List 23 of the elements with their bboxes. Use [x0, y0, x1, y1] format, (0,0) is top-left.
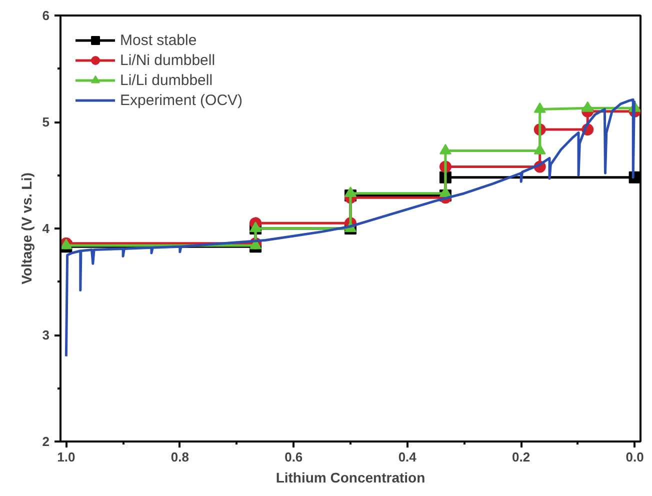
- legend-label: Li/Li dumbbell: [120, 72, 213, 88]
- y-tick-label: 5: [42, 114, 50, 130]
- x-axis-title: Lithium Concentration: [276, 470, 426, 486]
- y-axis-title: Voltage (V vs. Li): [18, 172, 34, 284]
- x-tick-label: 1.0: [57, 450, 76, 464]
- legend-label: Li/Ni dumbbell: [120, 52, 216, 68]
- legend-label: Most stable: [120, 32, 197, 48]
- x-tick-label: 0.0: [626, 450, 644, 464]
- point: [534, 102, 546, 113]
- x-tick-label: 0.2: [512, 450, 530, 464]
- legend-label: Experiment (OCV): [120, 92, 243, 108]
- x-tick-label: 0.6: [284, 450, 303, 464]
- point: [439, 186, 452, 198]
- point: [582, 101, 594, 112]
- point: [439, 144, 452, 154]
- x-tick-label: 0.8: [170, 450, 189, 464]
- y-tick-label: 2: [42, 434, 50, 449]
- x-tick-label: 0.4: [398, 450, 418, 464]
- point: [344, 186, 356, 198]
- y-tick-label: 3: [42, 328, 50, 342]
- y-tick-label: 6: [42, 8, 50, 23]
- y-tick-label: 4: [42, 221, 50, 236]
- point: [534, 144, 546, 154]
